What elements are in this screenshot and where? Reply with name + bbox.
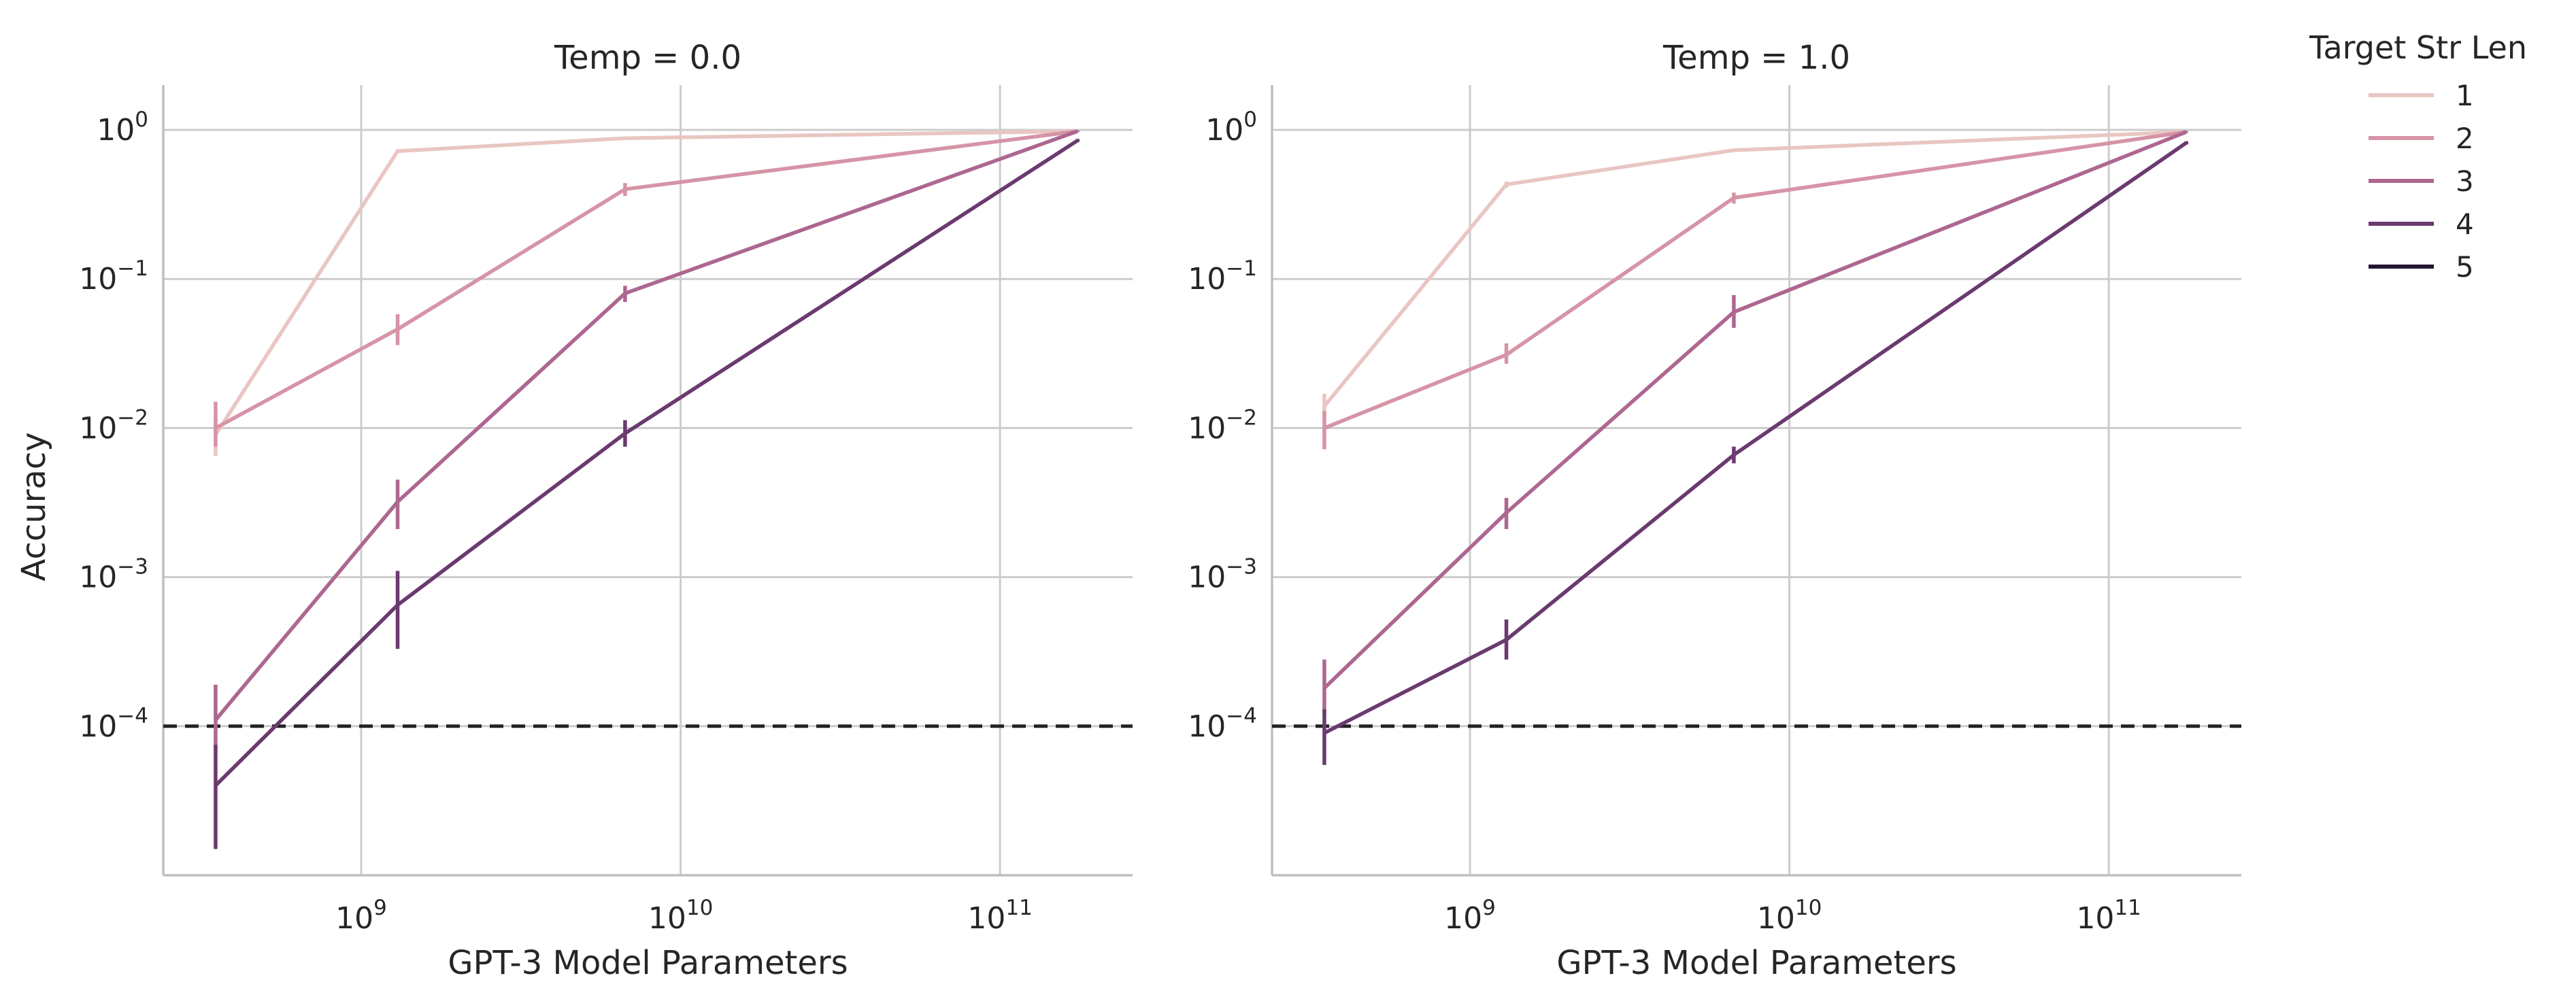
- y-tick-label: 100: [97, 107, 148, 148]
- panel-title: Temp = 1.0: [1662, 39, 1850, 77]
- series-line-2: [1323, 130, 2187, 430]
- series-1: [1322, 130, 2189, 417]
- series-3: [1322, 130, 2189, 715]
- legend-label: 1: [2456, 79, 2474, 112]
- series-2: [1322, 130, 2189, 450]
- panel-temp-0: 109 1010 1011 10−4 10−3 10−2 10−1 100 Temp = 0.0…: [79, 39, 1133, 982]
- legend-label: 4: [2456, 207, 2474, 241]
- y-tick-label: 10−4: [1188, 704, 1257, 744]
- legend-entry-4: 4: [2369, 207, 2474, 241]
- series-line-3: [1322, 130, 2188, 690]
- x-axis-label: GPT-3 Model Parameters: [1556, 944, 1956, 982]
- legend-title: Target Str Len: [2309, 29, 2527, 66]
- x-tick-label: 1010: [648, 896, 713, 936]
- x-tick-label: 1010: [1757, 896, 1822, 936]
- series-3: [214, 129, 1080, 749]
- legend-label: 2: [2456, 122, 2474, 155]
- legend-label: 5: [2456, 250, 2474, 284]
- y-tick-label: 10−2: [1188, 405, 1257, 445]
- legend-entry-5: 5: [2369, 250, 2474, 284]
- series-line-1: [1322, 130, 2187, 408]
- x-axis-label: GPT-3 Model Parameters: [448, 944, 848, 982]
- series-line-2: [214, 129, 1078, 430]
- legend-entry-1: 1: [2369, 79, 2474, 112]
- panel-title: Temp = 0.0: [554, 39, 741, 77]
- y-tick-label: 10−1: [1188, 256, 1257, 297]
- x-tick-label: 109: [335, 896, 387, 936]
- series-4: [214, 139, 1080, 849]
- y-axis-label: Accuracy: [15, 432, 53, 581]
- x-tick-label: 1011: [2076, 896, 2141, 936]
- y-tick-label: 100: [1205, 107, 1257, 148]
- legend-entry-2: 2: [2369, 122, 2474, 155]
- legend-label: 3: [2456, 165, 2474, 198]
- gridlines: [163, 85, 1133, 875]
- series-line-1: [214, 129, 1078, 436]
- x-tick-label: 1011: [967, 896, 1032, 936]
- y-tick-label: 10−1: [79, 256, 148, 297]
- series-line-4: [1323, 141, 2188, 735]
- y-tick-label: 10−3: [79, 555, 148, 595]
- legend: Target Str Len 1 2 3 4 5: [2309, 29, 2527, 284]
- legend-entries: 1 2 3 4 5: [2369, 79, 2474, 284]
- x-tick-label: 109: [1444, 896, 1496, 936]
- series-line-3: [214, 129, 1079, 722]
- legend-entry-3: 3: [2369, 165, 2474, 198]
- y-tick-label: 10−4: [79, 704, 148, 744]
- panel-temp-1: 109 1010 1011 10−4 10−3 10−2 10−1 100 Temp = 1.0…: [1188, 39, 2241, 982]
- y-tick-label: 10−2: [79, 405, 148, 445]
- y-tick-label: 10−3: [1188, 555, 1257, 595]
- series-line-4: [214, 139, 1079, 787]
- series-4: [1322, 141, 2189, 765]
